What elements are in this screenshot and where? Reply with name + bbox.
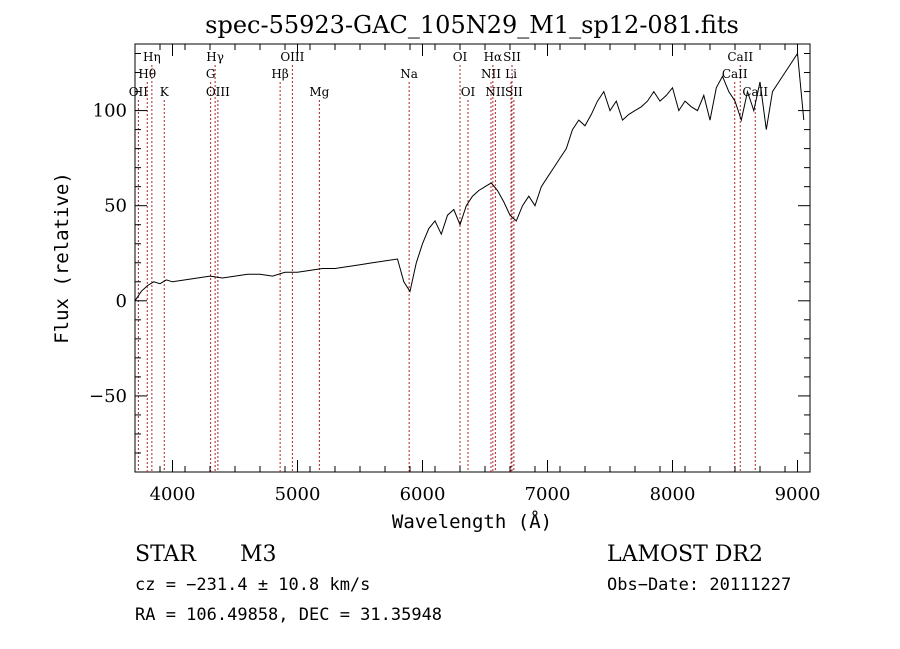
line-marker-label: SII — [505, 85, 523, 99]
plot-frame — [134, 43, 811, 473]
line-marker-label: K — [160, 85, 170, 99]
object-subclass: M3 — [240, 542, 277, 567]
line-marker-label: Hβ — [271, 67, 288, 81]
line-marker-label: Na — [400, 67, 418, 81]
line-marker-label: Hη — [143, 50, 161, 64]
line-marker-label: NII — [481, 67, 501, 81]
line-marker-label: CaII — [727, 50, 753, 64]
y-tick-label: −50 — [89, 386, 127, 407]
x-tick-label: 9000 — [775, 484, 821, 505]
y-tick-label: 50 — [104, 196, 127, 217]
x-axis-label: Wavelength (Å) — [392, 510, 552, 533]
line-markers-group — [137, 65, 756, 472]
chart-title: spec-55923-GAC_105N29_M1_sp12-081.fits — [205, 11, 739, 39]
line-marker-label: NII — [485, 85, 505, 99]
line-marker-label: Hα — [484, 50, 503, 64]
line-marker-label: OI — [453, 50, 468, 64]
x-tick-label: 7000 — [525, 484, 571, 505]
line-marker-label: OIII — [280, 50, 304, 64]
x-tick-label: 4000 — [150, 484, 196, 505]
x-tick-label: 6000 — [400, 484, 446, 505]
x-tick-label: 8000 — [650, 484, 696, 505]
line-marker-label: Li — [505, 67, 517, 81]
y-tick-label: 100 — [93, 101, 127, 122]
survey-name: LAMOST DR2 — [607, 542, 763, 567]
x-axis-ticks: 4000 5000 6000 7000 8000 9000 — [134, 44, 821, 505]
line-marker-label: Mg — [309, 85, 329, 99]
line-marker-label: Hγ — [206, 50, 224, 64]
y-tick-label: 0 — [116, 291, 127, 312]
line-marker-label: G — [206, 67, 216, 81]
line-marker-label: Hθ — [138, 67, 156, 81]
line-marker-label: CaII — [722, 67, 748, 81]
line-marker-label: SII — [503, 50, 521, 64]
line-marker-label: OIII — [206, 85, 230, 99]
coordinates: RA = 106.49858, DEC = 31.35948 — [135, 605, 442, 625]
y-axis-ticks: −50 0 50 100 — [89, 53, 810, 473]
object-class: STAR — [135, 542, 197, 567]
redshift-velocity: cz = −231.4 ± 10.8 km/s — [135, 575, 370, 595]
spectrum-series-line — [134, 52, 805, 302]
observation-date: Obs−Date: 20111227 — [607, 575, 791, 595]
y-axis-label: Flux (relative) — [51, 172, 73, 344]
x-tick-label: 5000 — [275, 484, 321, 505]
line-marker-label: OI — [461, 85, 476, 99]
